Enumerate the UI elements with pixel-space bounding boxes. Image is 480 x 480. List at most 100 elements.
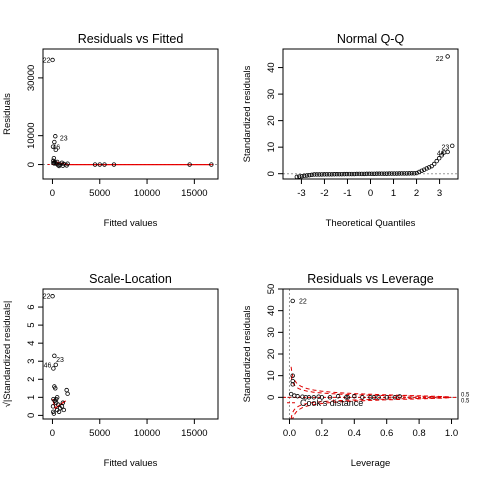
data-point xyxy=(312,172,317,177)
y-tick-label: 20 xyxy=(266,115,277,126)
data-point xyxy=(445,54,450,59)
data-point xyxy=(354,171,359,177)
data-point xyxy=(56,163,62,169)
data-point xyxy=(359,171,364,177)
data-point xyxy=(65,161,70,166)
y-tick-label: 30 xyxy=(266,89,277,100)
data-point xyxy=(314,172,319,177)
y-tick-label: 0 xyxy=(26,413,37,418)
data-point xyxy=(389,171,394,176)
x-axis-label: Leverage xyxy=(351,458,391,469)
data-point xyxy=(324,172,329,177)
data-point xyxy=(337,171,342,177)
data-point xyxy=(384,395,389,400)
data-point xyxy=(392,395,398,400)
data-point xyxy=(404,171,409,176)
legend-label: Cook's distance xyxy=(300,398,363,408)
data-point xyxy=(54,407,60,413)
y-tick-label: 20 xyxy=(266,349,277,360)
data-point xyxy=(414,170,419,176)
x-axis-label: Fitted values xyxy=(104,458,158,469)
x-tick-label: -2 xyxy=(320,188,328,199)
data-point xyxy=(92,162,98,167)
x-tick-label: 0 xyxy=(50,188,55,199)
data-point xyxy=(334,172,339,177)
point-label: 23 xyxy=(441,145,449,152)
x-tick-label: -3 xyxy=(297,188,305,199)
data-point xyxy=(450,143,455,149)
data-point xyxy=(51,409,56,414)
data-point xyxy=(322,172,327,177)
data-point xyxy=(290,382,295,387)
data-point xyxy=(397,394,402,399)
data-point xyxy=(50,57,55,63)
data-point xyxy=(352,394,357,399)
x-tick-label: 0.2 xyxy=(315,428,328,439)
cooks-level-label: 0.5 xyxy=(461,392,470,398)
plot-area xyxy=(43,57,218,169)
panel-4: Residuals vs Leverage 22 0.0 0.2 0.4 0.6 0.8 1.… xyxy=(242,272,470,469)
x-tick-label: 0.6 xyxy=(380,428,393,439)
data-point xyxy=(347,171,352,177)
data-point xyxy=(53,134,58,139)
data-point xyxy=(392,171,397,176)
data-point xyxy=(319,172,324,177)
y-axis-label: Residuals xyxy=(2,93,13,135)
data-point xyxy=(376,395,381,400)
data-point xyxy=(54,396,59,402)
data-point xyxy=(399,171,404,176)
data-point xyxy=(327,395,333,400)
y-axis-label: Standardized residuals xyxy=(242,65,253,162)
data-point xyxy=(445,149,450,155)
y-axis-label: Standardized residuals xyxy=(242,305,253,402)
y-tick-label: 0 xyxy=(266,395,277,400)
y-tick-label: 30 xyxy=(266,327,277,338)
point-label: 46 xyxy=(52,145,60,152)
data-point xyxy=(64,387,69,393)
plot-frame xyxy=(42,288,219,420)
data-point xyxy=(52,353,57,359)
data-point xyxy=(419,168,424,173)
data-point xyxy=(187,162,192,167)
data-point xyxy=(295,394,300,399)
data-point xyxy=(382,171,387,176)
y-tick-label: 0 xyxy=(266,171,277,176)
data-point xyxy=(364,171,369,177)
x-tick-label: 0.0 xyxy=(283,428,296,439)
data-point xyxy=(343,395,349,400)
x-tick-label: 10000 xyxy=(134,428,160,439)
data-point xyxy=(339,171,344,177)
data-point xyxy=(429,163,434,169)
x-tick-label: 3 xyxy=(437,188,442,199)
data-point xyxy=(290,373,295,378)
data-point xyxy=(53,147,58,153)
data-point xyxy=(102,162,107,167)
x-tick-label: 1.0 xyxy=(445,428,458,439)
data-point xyxy=(417,169,422,175)
point-label: 23 xyxy=(56,357,64,364)
y-tick-label: 10 xyxy=(266,370,277,381)
data-point xyxy=(349,171,354,177)
data-point xyxy=(412,171,417,176)
data-point xyxy=(290,298,295,304)
data-point xyxy=(394,171,399,176)
data-point xyxy=(344,171,349,177)
data-point xyxy=(52,139,57,145)
point-label: 23 xyxy=(60,135,68,142)
data-point xyxy=(409,171,414,176)
data-point xyxy=(424,166,429,171)
y-tick-label: 3 xyxy=(26,359,37,364)
data-point xyxy=(362,171,367,177)
data-point xyxy=(342,171,347,177)
data-point xyxy=(384,171,389,176)
data-point xyxy=(50,404,56,409)
cooks-level-label: 0.5 xyxy=(461,398,470,404)
panel-title: Residuals vs Leverage xyxy=(307,272,434,286)
data-point xyxy=(367,171,372,177)
cooks-distance-curve xyxy=(290,397,451,419)
data-point xyxy=(111,162,117,167)
x-axis-label: Fitted values xyxy=(104,218,158,229)
data-point xyxy=(53,362,58,368)
data-point xyxy=(422,167,427,172)
